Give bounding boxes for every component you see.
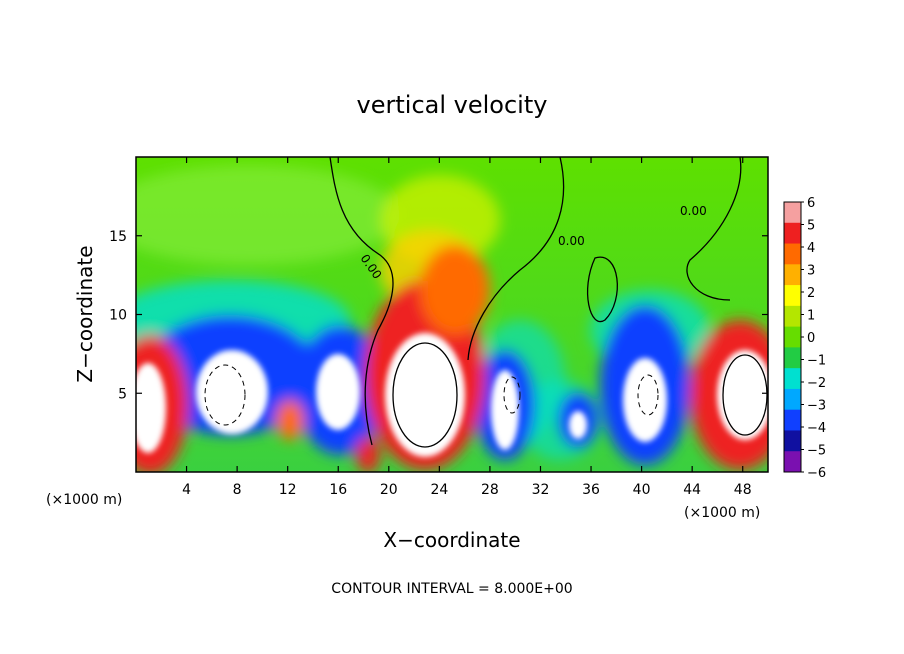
colorbar-label: 6 [807,196,815,211]
colorbar-swatch [784,222,801,245]
colorbar-swatch [784,347,801,369]
colorbar-label: −1 [807,354,826,369]
colorbar-label: 0 [807,331,815,346]
x-tick-label: 44 [683,482,701,498]
y-tick-label: 10 [109,308,127,324]
x-axis: 4 8 12 16 20 24 28 32 36 40 44 48 [182,157,752,498]
x-tick-label: 12 [279,482,297,498]
colorbar-swatch [784,285,801,307]
colorbar-swatch [784,243,801,265]
colorbar-swatch [784,409,801,431]
y-axis-label: Z−coordinate [73,245,97,382]
x-tick-label: 32 [532,482,550,498]
heatmap-field: 0.00 0.00 0.00 [136,157,768,472]
colorbar-swatch [784,451,801,473]
x-tick-label: 4 [182,482,191,498]
colorbar-swatch [784,305,801,328]
contour-interval-note: CONTOUR INTERVAL = 8.000E+00 [331,581,572,597]
colorbar-label: 2 [807,286,815,301]
colorbar-label: 1 [807,309,815,324]
colorbar-swatch [784,202,801,224]
colorbar-label: −6 [807,466,826,481]
x-tick-label: 28 [481,482,499,498]
x-unit-label-left: (×1000 m) [46,492,122,508]
colorbar-label: −5 [807,444,826,459]
x-tick-label: 16 [329,482,347,498]
x-tick-label: 8 [233,482,242,498]
colorbar-label: 4 [807,241,815,256]
colorbar-swatch [784,388,801,411]
y-tick-label: 15 [109,229,127,245]
x-axis-label: X−coordinate [383,528,520,552]
y-tick-label: 5 [118,386,127,402]
x-tick-label: 48 [734,482,752,498]
y-axis: 5 10 15 [109,229,768,402]
colorbar-swatch [784,368,801,390]
colorbar-swatch [784,326,801,348]
chart-title: vertical velocity [357,91,548,119]
colorbar-swatch [784,430,801,452]
contour-label-b: 0.00 [558,234,585,248]
colorbar-label: −3 [807,399,826,414]
colorbar-label: −4 [807,421,826,436]
x-tick-label: 20 [380,482,398,498]
contour-label-c: 0.00 [680,204,707,218]
x-tick-label: 40 [633,482,651,498]
colorbar-swatch [784,264,801,286]
x-tick-label: 36 [582,482,600,498]
x-unit-label-right: (×1000 m) [684,505,760,521]
colorbar-label: 3 [807,264,815,279]
colorbar-label: 5 [807,219,815,234]
colorbar: 6 5 4 3 2 1 0 −1 −2 −3 −4 −5 −6 [783,196,826,481]
x-tick-label: 24 [430,482,448,498]
colorbar-label: −2 [807,376,826,391]
